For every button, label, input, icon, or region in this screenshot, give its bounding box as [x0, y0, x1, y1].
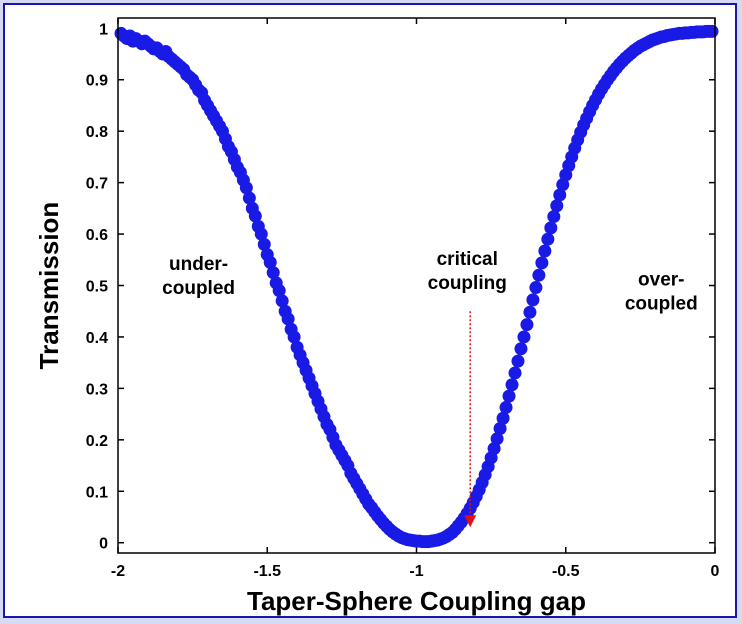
data-point — [520, 318, 534, 332]
data-point — [263, 255, 277, 269]
data-point — [544, 221, 558, 235]
data-point — [523, 305, 537, 319]
y-tick-label: 1 — [99, 21, 108, 38]
y-tick-label: 0.3 — [86, 381, 108, 398]
data-point — [257, 237, 271, 251]
data-point — [490, 432, 504, 446]
annotation-line: critical — [437, 249, 498, 270]
data-point — [541, 232, 555, 246]
data-point — [538, 244, 552, 258]
data-point — [514, 342, 528, 356]
annotation-line: coupling — [428, 273, 507, 294]
data-point — [493, 422, 507, 436]
x-tick-label: -1 — [409, 563, 423, 580]
tick-layer: -2 -1.5 -1 -0.5 0 0 0.1 0.2 0.3 0.4 0.5 0.6 0.7 0.8 0.… — [86, 18, 720, 580]
x-tick-label: -1.5 — [253, 563, 281, 580]
y-tick-label: 0.5 — [86, 279, 108, 296]
annotation-line: under- — [169, 254, 228, 275]
data-point — [281, 312, 295, 326]
data-point — [535, 256, 549, 270]
data-point — [529, 281, 543, 295]
data-point — [496, 411, 510, 425]
data-point — [508, 366, 522, 380]
y-axis-label: Transmission — [34, 202, 64, 370]
data-point — [550, 199, 564, 213]
annotation-line: coupled — [162, 278, 235, 299]
data-point — [505, 378, 519, 392]
y-tick-label: 0 — [99, 536, 108, 553]
data-point — [499, 400, 513, 414]
data-point — [556, 178, 570, 192]
data-point — [254, 227, 268, 241]
data-point — [547, 210, 561, 224]
annotation-line: over- — [638, 270, 684, 291]
data-point — [553, 188, 567, 202]
y-tick-label: 0.6 — [86, 227, 108, 244]
data-point — [248, 209, 262, 223]
data-point — [242, 191, 256, 205]
y-tick-label: 0.8 — [86, 124, 108, 141]
x-tick-label: -2 — [111, 563, 125, 580]
data-point — [705, 24, 719, 38]
critical-arrow-head — [464, 515, 477, 528]
x-axis-label: Taper-Sphere Coupling gap — [247, 586, 586, 616]
data-point — [532, 268, 546, 282]
annotation-label: under-coupled — [162, 254, 235, 299]
annotation-label: critical coupling — [428, 249, 507, 294]
y-tick-label: 0.9 — [86, 73, 108, 90]
data-points — [114, 24, 719, 549]
y-tick-label: 0.4 — [86, 330, 108, 347]
y-tick-label: 0.2 — [86, 433, 108, 450]
data-point — [266, 266, 280, 280]
x-tick-label: 0 — [711, 563, 720, 580]
data-point — [275, 294, 289, 308]
data-point — [487, 442, 501, 456]
data-point — [287, 330, 301, 344]
annotation-line: coupled — [625, 294, 698, 315]
data-point — [511, 354, 525, 368]
data-point — [239, 181, 253, 195]
annotation-layer: under-coupled critical coupling over-couple… — [162, 249, 698, 528]
x-tick-label: -0.5 — [552, 563, 580, 580]
y-tick-label: 0.1 — [86, 484, 108, 501]
y-tick-label: 0.7 — [86, 176, 108, 193]
data-point — [272, 284, 286, 298]
data-point — [502, 389, 516, 403]
plot-axes-box — [117, 17, 716, 554]
data-point — [526, 293, 540, 307]
annotation-label: over-coupled — [625, 270, 698, 315]
data-point — [517, 330, 531, 344]
